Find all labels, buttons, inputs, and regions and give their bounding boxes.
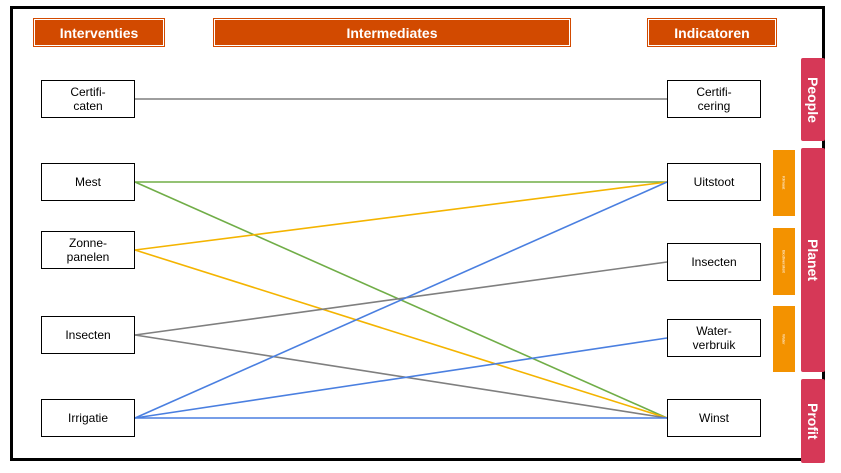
subcategory-water-label: Water: [781, 333, 787, 345]
category-profit-label: Profit: [805, 402, 821, 440]
indicator-winst: Winst: [667, 399, 761, 437]
subcategory-klimaat: Klimaat: [773, 150, 795, 216]
intervention-irrigatie: Irrigatie: [41, 399, 135, 437]
intervention-mest: Mest: [41, 163, 135, 201]
indicator-insecten: Insecten: [667, 243, 761, 281]
link-insecten-to-insecten: [134, 261, 668, 336]
indicator-uitstoot: Uitstoot: [667, 163, 761, 201]
category-people-label: People: [805, 76, 821, 123]
category-people: People: [801, 58, 825, 141]
indicator-waterverbruik: Water- verbruik: [667, 319, 761, 357]
subcategory-klimaat-label: Klimaat: [781, 176, 787, 190]
link-zonnepanelen-to-uitstoot: [134, 181, 668, 251]
intervention-insecten: Insecten: [41, 316, 135, 354]
indicator-certificering: Certifi- cering: [667, 80, 761, 118]
header-intermediates: Intermediates: [214, 19, 570, 46]
subcategory-biodiversiteit-label: Biodiversiteit: [781, 250, 787, 273]
link-insecten-to-winst: [134, 334, 668, 419]
category-planet: Planet: [801, 148, 825, 372]
header-interventies: Interventies: [34, 19, 164, 46]
subcategory-biodiversiteit: Biodiversiteit: [773, 228, 795, 295]
intervention-zonnepanelen: Zonne- panelen: [41, 231, 135, 269]
category-profit: Profit: [801, 379, 825, 463]
header-indicatoren: Indicatoren: [648, 19, 776, 46]
subcategory-water: Water: [773, 306, 795, 372]
link-irrigatie-to-uitstoot: [134, 181, 668, 419]
link-irrigatie-to-waterverbruik: [134, 337, 668, 419]
category-planet-label: Planet: [805, 238, 821, 281]
intervention-certificaten: Certifi- caten: [41, 80, 135, 118]
link-zonnepanelen-to-winst: [134, 249, 668, 419]
